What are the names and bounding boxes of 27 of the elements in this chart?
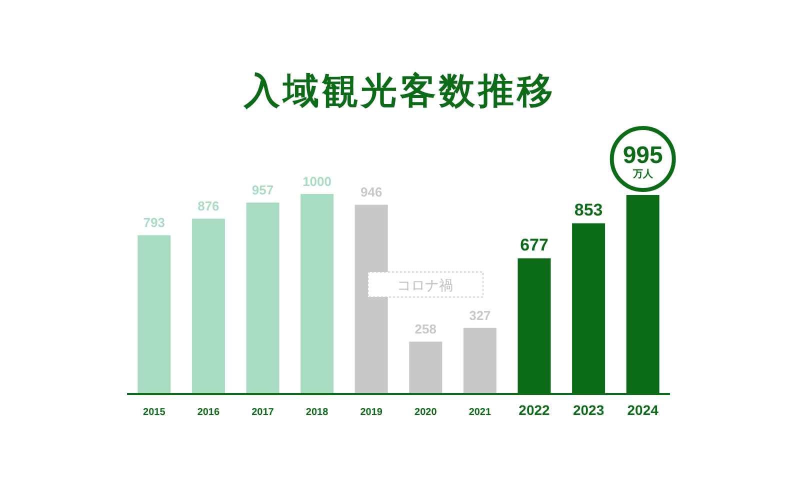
x-tick-label: 2021 [468,407,492,418]
x-tick-label: 2016 [197,407,220,418]
annotation: コロナ禍 [397,277,453,293]
bar [192,218,225,393]
x-tick-label: 2022 [518,402,550,418]
x-tick-label: 2020 [414,407,438,418]
bar [409,342,442,393]
data-label: 957 [252,182,274,198]
data-label: 995 [622,142,663,169]
bar [138,235,171,393]
x-tick-label: 2023 [572,402,604,418]
text: 万人 [632,168,654,180]
x-tick-label: 2017 [252,407,274,418]
x-tick-label: 2015 [143,407,166,418]
x-tick-label: 2019 [360,407,383,418]
bar [354,204,388,393]
data-label: 853 [574,200,603,220]
data-label: 677 [520,235,548,254]
bar [246,202,280,393]
data-label: 1000 [302,174,332,189]
chart-title: 入域観光客数推移 [243,70,556,111]
data-label: 876 [198,198,220,214]
x-tick-label: 2018 [306,407,329,418]
x-tick-label: 2024 [627,402,659,418]
bar [463,328,496,393]
bar [300,194,334,393]
data-label: 793 [143,215,165,230]
